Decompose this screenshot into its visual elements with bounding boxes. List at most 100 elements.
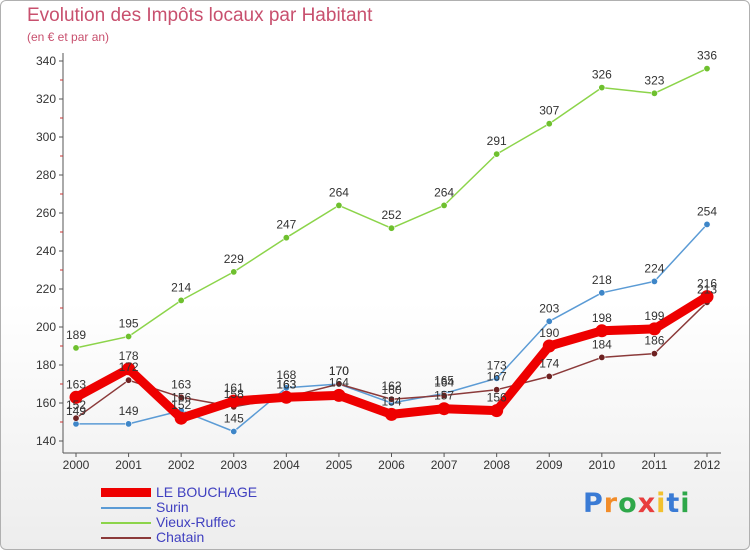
data-point-chatain bbox=[440, 391, 448, 399]
data-point-vieux-ruffec bbox=[650, 89, 658, 97]
data-label-le-bouchage: 216 bbox=[697, 277, 717, 291]
data-label-le-bouchage: 152 bbox=[171, 398, 191, 412]
y-tick-label: 300 bbox=[36, 130, 56, 144]
legend-swatch-surin bbox=[101, 507, 151, 509]
data-point-surin bbox=[650, 277, 658, 285]
data-label-chatain: 162 bbox=[381, 379, 401, 393]
data-point-vieux-ruffec bbox=[545, 120, 553, 128]
y-tick-label: 280 bbox=[36, 168, 56, 182]
x-tick-label: 2007 bbox=[431, 458, 458, 472]
data-point-le-bouchage bbox=[227, 394, 241, 408]
data-label-le-bouchage: 161 bbox=[224, 381, 244, 395]
logo-letter: r bbox=[603, 488, 619, 519]
data-point-chatain bbox=[545, 372, 553, 380]
chart-subtitle: (en € et par an) bbox=[27, 30, 110, 44]
data-point-le-bouchage bbox=[174, 411, 188, 425]
data-point-chatain bbox=[598, 353, 606, 361]
x-tick-label: 2005 bbox=[326, 458, 353, 472]
data-point-le-bouchage bbox=[332, 388, 346, 402]
data-label-vieux-ruffec: 264 bbox=[434, 185, 454, 199]
logo-letter: o bbox=[618, 488, 638, 519]
data-label-vieux-ruffec: 323 bbox=[644, 73, 664, 87]
y-tick-label: 260 bbox=[36, 206, 56, 220]
data-label-le-bouchage: 190 bbox=[539, 326, 559, 340]
data-point-chatain bbox=[493, 386, 501, 394]
x-tick-label: 2008 bbox=[483, 458, 510, 472]
data-label-vieux-ruffec: 326 bbox=[592, 68, 612, 82]
data-point-le-bouchage bbox=[279, 390, 293, 404]
data-point-vieux-ruffec bbox=[125, 332, 133, 340]
data-label-surin: 165 bbox=[434, 374, 454, 388]
y-tick-label: 140 bbox=[36, 434, 56, 448]
data-label-le-bouchage: 163 bbox=[276, 377, 296, 391]
data-label-surin: 149 bbox=[66, 404, 86, 418]
y-tick-label: 340 bbox=[36, 54, 56, 68]
data-label-le-bouchage: 178 bbox=[119, 349, 139, 363]
data-point-surin bbox=[598, 289, 606, 297]
data-label-le-bouchage: 163 bbox=[66, 377, 86, 391]
legend-swatch-vieux-ruffec bbox=[101, 522, 151, 524]
data-label-chatain: 163 bbox=[276, 377, 296, 391]
data-label-vieux-ruffec: 264 bbox=[329, 185, 349, 199]
data-label-le-bouchage: 199 bbox=[644, 309, 664, 323]
data-label-le-bouchage: 157 bbox=[434, 389, 454, 403]
logo-letter: x bbox=[637, 488, 657, 519]
data-label-vieux-ruffec: 229 bbox=[224, 252, 244, 266]
legend-swatch-chatain bbox=[101, 537, 151, 539]
data-label-vieux-ruffec: 307 bbox=[539, 104, 559, 118]
data-point-vieux-ruffec bbox=[335, 201, 343, 209]
data-point-le-bouchage bbox=[437, 402, 451, 416]
logo-letter: i bbox=[656, 488, 667, 519]
x-tick-label: 2003 bbox=[220, 458, 247, 472]
legend-label-vieux-ruffec: Vieux-Ruffec bbox=[156, 514, 236, 530]
data-point-surin bbox=[703, 220, 711, 228]
data-label-surin: 170 bbox=[329, 364, 349, 378]
data-label-chatain: 213 bbox=[697, 282, 717, 296]
data-label-surin: 218 bbox=[592, 273, 612, 287]
data-point-chatain bbox=[650, 350, 658, 358]
data-point-le-bouchage bbox=[595, 324, 609, 338]
data-label-le-bouchage: 198 bbox=[592, 311, 612, 325]
x-tick-label: 2012 bbox=[694, 458, 721, 472]
data-label-chatain: 184 bbox=[592, 337, 612, 351]
data-label-surin: 145 bbox=[224, 412, 244, 426]
data-label-surin: 160 bbox=[381, 383, 401, 397]
x-tick-label: 2006 bbox=[378, 458, 405, 472]
data-point-chatain bbox=[125, 376, 133, 384]
data-point-vieux-ruffec bbox=[230, 268, 238, 276]
chart-title: Evolution des Impôts locaux par Habitant bbox=[27, 5, 373, 26]
x-tick-label: 2010 bbox=[588, 458, 615, 472]
data-point-surin bbox=[230, 427, 238, 435]
data-label-vieux-ruffec: 189 bbox=[66, 328, 86, 342]
data-label-surin: 156 bbox=[171, 391, 191, 405]
data-label-surin: 173 bbox=[487, 358, 507, 372]
legend-label-le-bouchage: LE BOUCHAGE bbox=[156, 484, 258, 500]
data-label-chatain: 164 bbox=[434, 375, 454, 389]
data-point-le-bouchage bbox=[385, 407, 398, 421]
data-label-vieux-ruffec: 247 bbox=[276, 218, 296, 232]
data-point-vieux-ruffec bbox=[598, 84, 606, 92]
data-label-vieux-ruffec: 252 bbox=[381, 208, 401, 222]
legend-label-chatain: Chatain bbox=[156, 529, 205, 545]
data-label-chatain: 152 bbox=[66, 398, 86, 412]
data-point-vieux-ruffec bbox=[493, 150, 501, 158]
data-point-surin bbox=[493, 374, 501, 382]
data-label-surin: 254 bbox=[697, 204, 717, 218]
data-label-chatain: 163 bbox=[171, 377, 191, 391]
y-tick-label: 200 bbox=[36, 320, 56, 334]
logo-letter: i bbox=[680, 488, 691, 519]
data-point-chatain bbox=[177, 393, 185, 401]
data-point-vieux-ruffec bbox=[72, 344, 80, 352]
data-point-le-bouchage bbox=[122, 362, 136, 376]
data-label-surin: 224 bbox=[644, 261, 664, 275]
data-point-vieux-ruffec bbox=[703, 65, 711, 73]
data-point-vieux-ruffec bbox=[282, 234, 290, 242]
x-tick-label: 2011 bbox=[642, 458, 668, 472]
data-point-le-bouchage bbox=[542, 339, 556, 353]
data-label-chatain: 172 bbox=[119, 360, 139, 374]
logo-letter: P bbox=[583, 488, 604, 519]
x-tick-label: 2004 bbox=[273, 458, 300, 472]
data-label-chatain: 167 bbox=[487, 370, 507, 384]
